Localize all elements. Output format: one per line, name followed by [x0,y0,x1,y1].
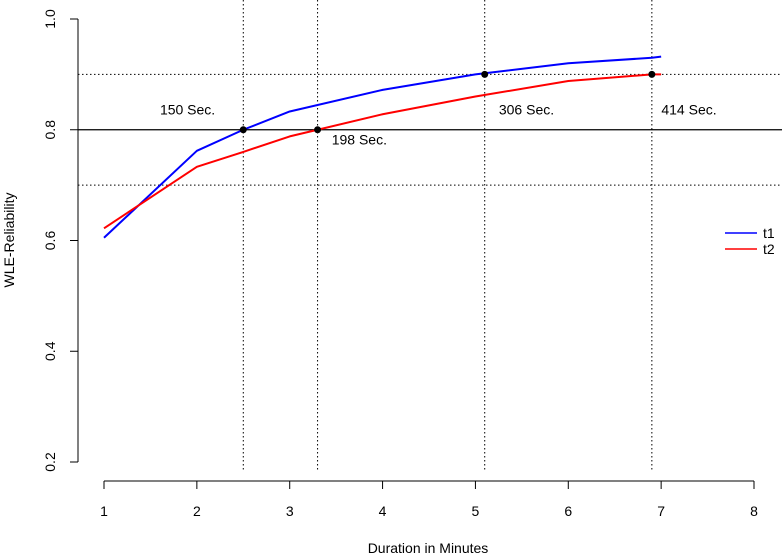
x-tick-label: 6 [564,503,572,519]
marker-points [239,70,656,134]
series-layer [103,55,662,239]
x-tick-label: 2 [193,503,201,519]
x-tick-label: 3 [286,503,294,519]
axes: 1 2 3 4 5 6 7 8 0.2 0.4 0.6 0.8 1.0 [42,9,758,519]
series-line-t1 [103,55,662,239]
y-tick-label: 1.0 [42,9,58,29]
y-tick-label: 0.2 [42,452,58,472]
reference-lines [78,0,782,470]
series-line-t2 [103,73,662,230]
x-tick-label: 5 [472,503,480,519]
annotations: 150 Sec. 198 Sec. 306 Sec. 414 Sec. [160,101,717,147]
data-point [239,126,247,134]
x-tick-label: 1 [100,503,108,519]
data-point [481,70,489,78]
annotation-label: 198 Sec. [332,132,387,148]
y-axis-label: WLE-Reliability [1,193,17,288]
x-tick-label: 7 [657,503,665,519]
x-tick-label: 4 [379,503,387,519]
y-tick-label: 0.4 [42,341,58,361]
x-axis-label: Duration in Minutes [368,540,489,556]
legend-label-t2: t2 [763,241,775,257]
annotation-label: 306 Sec. [499,101,554,117]
data-point [648,70,656,78]
annotation-label: 414 Sec. [661,101,716,117]
x-tick-label: 8 [750,503,758,519]
annotation-label: 150 Sec. [160,101,215,117]
y-tick-label: 0.8 [42,120,58,140]
data-point [314,126,322,134]
legend-label-t1: t1 [763,225,775,241]
y-tick-label: 0.6 [42,231,58,251]
